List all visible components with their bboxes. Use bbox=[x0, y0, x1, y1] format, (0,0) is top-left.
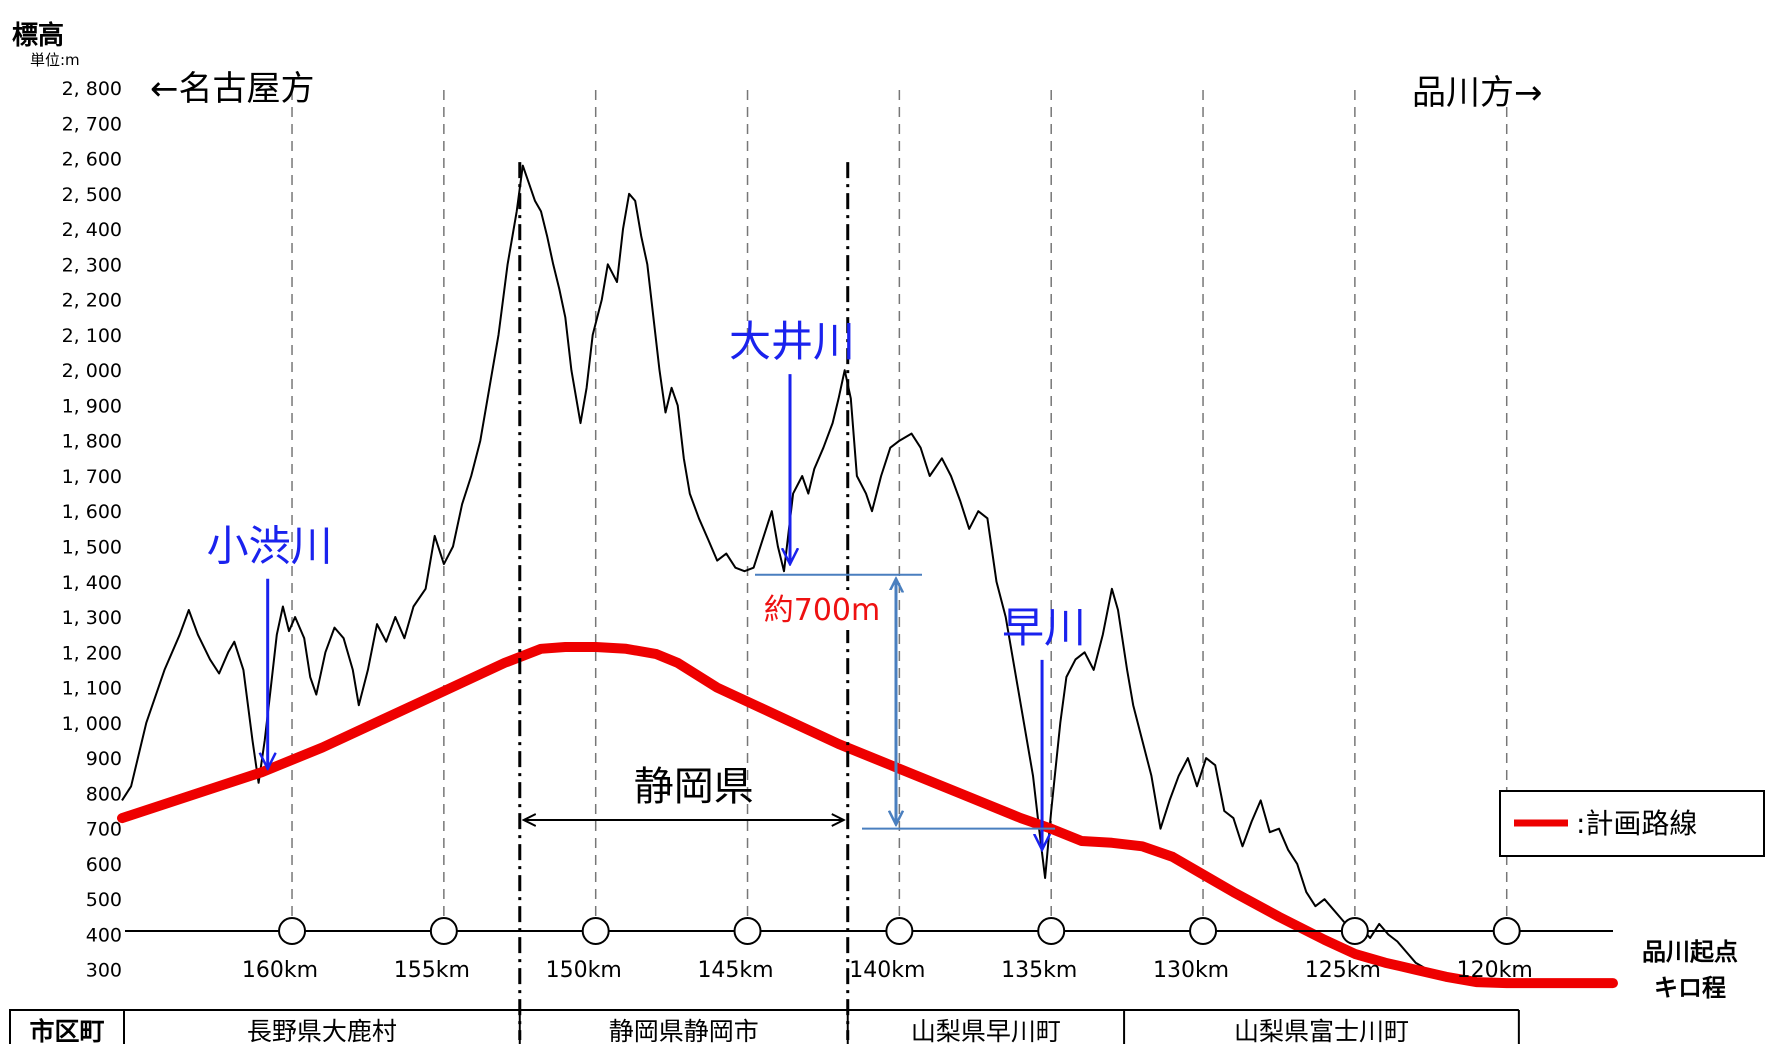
x-axis-label-line1: 品川起点 bbox=[1642, 938, 1738, 966]
y-tick-label: 800 bbox=[86, 783, 122, 805]
x-tick-label: 150km bbox=[546, 958, 622, 983]
diff-label: 約700m bbox=[764, 593, 880, 628]
y-tick-label: 2, 200 bbox=[62, 290, 122, 312]
planned-route-series bbox=[117, 642, 1618, 989]
x-tick-marker bbox=[1189, 917, 1218, 945]
ground-elevation-series bbox=[121, 164, 1613, 985]
municipality-name: 長野県大鹿村 bbox=[247, 1017, 397, 1044]
ground-elevation-line bbox=[121, 164, 1613, 985]
x-tick-label: 135km bbox=[1001, 958, 1077, 983]
y-tick-label: 1, 700 bbox=[62, 466, 122, 488]
legend: :計画路線 bbox=[1499, 790, 1765, 857]
y-tick-label: 1, 300 bbox=[62, 607, 122, 629]
y-tick-label: 500 bbox=[86, 889, 122, 911]
annotations bbox=[268, 162, 1055, 1040]
y-tick-label: 700 bbox=[86, 819, 122, 841]
y-tick-label: 2, 600 bbox=[62, 149, 122, 171]
y-tick-label: 2, 000 bbox=[62, 360, 122, 382]
shizuoka-span-label: 静岡県 bbox=[634, 764, 754, 810]
y-tick-label: 400 bbox=[86, 924, 122, 946]
x-tick-marker bbox=[429, 917, 458, 945]
x-axis-label-line2: キロ程 bbox=[1654, 974, 1726, 1002]
river-label: 早川 bbox=[1002, 603, 1086, 652]
municipality-name: 山梨県富士川町 bbox=[1234, 1017, 1409, 1044]
x-tick-marker bbox=[1037, 917, 1066, 945]
y-tick-label: 1, 500 bbox=[62, 537, 122, 559]
x-tick-label: 130km bbox=[1153, 958, 1229, 983]
y-tick-label: 1, 000 bbox=[62, 713, 122, 735]
y-tick-label: 1, 400 bbox=[62, 572, 122, 594]
x-tick-label: 140km bbox=[849, 958, 925, 983]
y-tick-label: 2, 800 bbox=[62, 78, 122, 100]
direction-right: 品川方→ bbox=[1412, 73, 1543, 113]
x-tick-marker bbox=[885, 917, 914, 945]
municipality-name: 静岡県静岡市 bbox=[609, 1017, 759, 1044]
y-tick-label: 1, 100 bbox=[62, 678, 122, 700]
river-label: 大井川 bbox=[729, 317, 855, 366]
municipality-header-cell bbox=[9, 1009, 125, 1044]
x-tick-marker bbox=[278, 917, 307, 945]
y-tick-label: 1, 900 bbox=[62, 395, 122, 417]
y-tick-label: 2, 500 bbox=[62, 184, 122, 206]
y-tick-label: 2, 300 bbox=[62, 254, 122, 276]
y-axis-title: 標高 bbox=[12, 20, 64, 51]
planned-route-line bbox=[117, 642, 1618, 989]
x-tick-marker bbox=[581, 917, 610, 945]
y-tick-label: 2, 400 bbox=[62, 219, 122, 241]
diff-label-bg bbox=[752, 590, 892, 630]
river-label: 小渋川 bbox=[207, 522, 333, 571]
x-tick-marker bbox=[1492, 917, 1521, 945]
x-tick-marker bbox=[733, 917, 762, 945]
x-tick-marker bbox=[1340, 917, 1369, 945]
y-tick-label: 900 bbox=[86, 748, 122, 770]
municipality-header: 市区町 bbox=[29, 1017, 104, 1044]
x-tick-label: 160km bbox=[242, 958, 318, 983]
municipality-table bbox=[9, 1009, 1520, 1044]
y-tick-label: 600 bbox=[86, 854, 122, 876]
y-tick-label: 1, 600 bbox=[62, 501, 122, 523]
gridlines bbox=[291, 90, 1508, 929]
y-tick-label: 2, 100 bbox=[62, 325, 122, 347]
municipality-name: 山梨県早川町 bbox=[911, 1017, 1061, 1044]
x-tick-label: 120km bbox=[1457, 958, 1533, 983]
legend-label-route: :計画路線 bbox=[1576, 807, 1697, 840]
y-tick-label: 300 bbox=[86, 960, 122, 982]
y-tick-label: 2, 700 bbox=[62, 113, 122, 135]
y-tick-label: 1, 200 bbox=[62, 642, 122, 664]
x-tick-label: 125km bbox=[1305, 958, 1381, 983]
x-tick-label: 155km bbox=[394, 958, 470, 983]
y-tick-label: 1, 800 bbox=[62, 431, 122, 453]
y-axis-unit: 単位:m bbox=[30, 51, 80, 69]
x-tick-label: 145km bbox=[697, 958, 773, 983]
direction-left: ←名古屋方 bbox=[150, 69, 315, 109]
